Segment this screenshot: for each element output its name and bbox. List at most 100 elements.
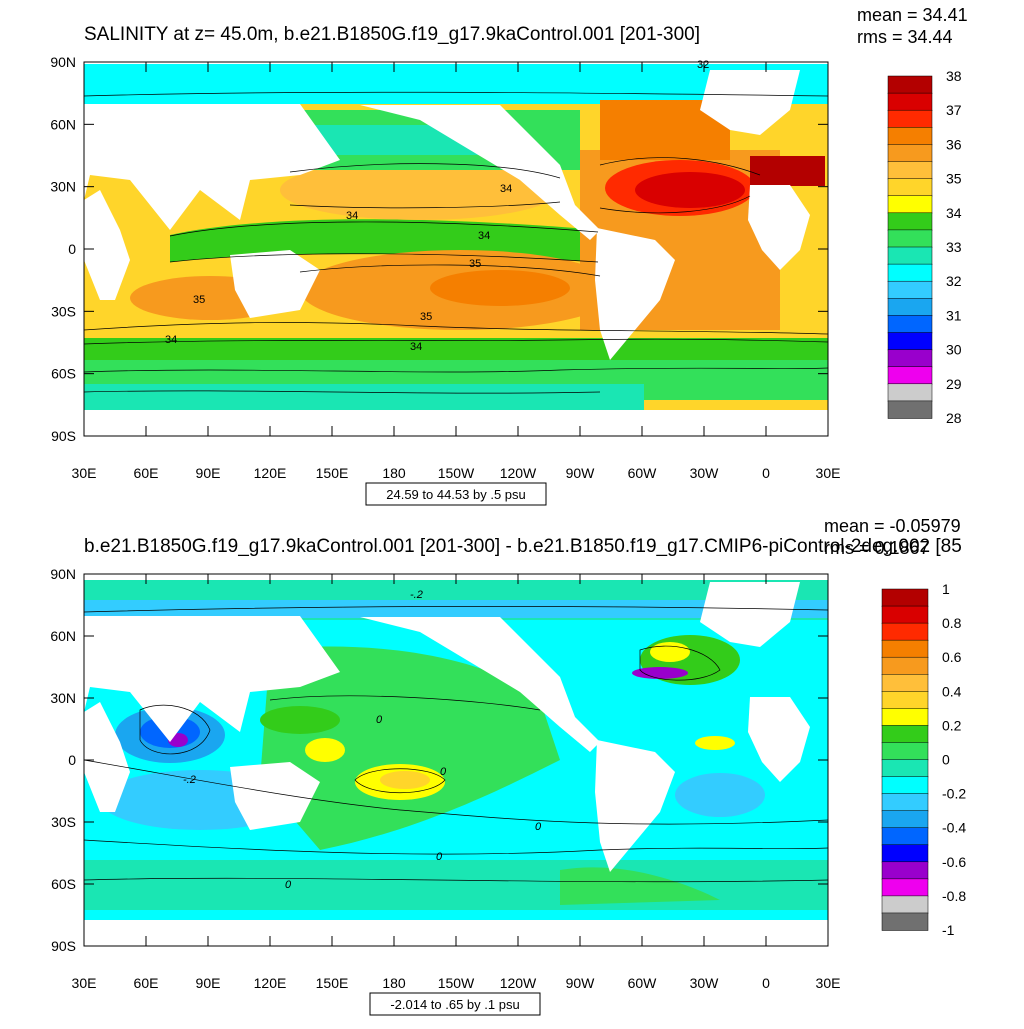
contour-label: 0 bbox=[436, 851, 443, 863]
contour-label-group: -.2 0 -.2 0 0 0 0 bbox=[183, 589, 542, 891]
contour-label: 35 bbox=[420, 311, 432, 323]
contour-label: 32 bbox=[697, 59, 709, 71]
lat-tick-label: 60S bbox=[51, 366, 76, 382]
lon-tick-label: 30E bbox=[816, 975, 841, 991]
colorbar-swatch bbox=[887, 349, 933, 368]
lat-tick-label: 60S bbox=[51, 876, 76, 892]
lon-tick-label: 60E bbox=[134, 465, 159, 481]
colorbar-label: 1 bbox=[942, 581, 950, 597]
colorbar-swatch bbox=[881, 912, 929, 931]
colorbar-swatch bbox=[887, 212, 933, 231]
contour-label: 35 bbox=[469, 258, 481, 270]
lon-tick-label: 150W bbox=[438, 465, 475, 481]
colorbar-label: 37 bbox=[946, 102, 962, 118]
contour-label: -.2 bbox=[410, 589, 423, 601]
lon-tick-label: 30W bbox=[690, 465, 720, 481]
colorbar-label: 0.4 bbox=[942, 683, 962, 699]
lon-tick-label: 30E bbox=[72, 975, 97, 991]
tick-group: 90N 60N 30N 0 30S 60S 90S 30E 60E 90E 120E 150E 180 1… bbox=[50, 54, 840, 481]
info-box bbox=[369, 992, 541, 1016]
colorbar-label: -0.2 bbox=[942, 786, 966, 802]
colorbar-swatch bbox=[887, 229, 933, 248]
lon-tick-label: 180 bbox=[382, 975, 406, 991]
lat-tick-label: 90S bbox=[51, 428, 76, 444]
tick-group: 90N 60N 30N 0 30S 60S 90S 30E 60E 90E 120E 150E 180 1… bbox=[50, 566, 840, 991]
lon-tick-label: 90E bbox=[196, 465, 221, 481]
colorbar-label: -0.6 bbox=[942, 854, 966, 870]
lon-tick-label: 90W bbox=[566, 975, 596, 991]
contour-lines bbox=[84, 606, 828, 883]
colorbar-swatch bbox=[881, 810, 929, 829]
colorbar-swatch bbox=[881, 827, 929, 846]
colorbar-swatch bbox=[887, 92, 933, 111]
lon-tick-label: 150E bbox=[316, 975, 349, 991]
info-label: 24.59 to 44.53 by .5 psu bbox=[386, 487, 526, 502]
lat-tick-label: 90N bbox=[50, 566, 76, 582]
stat-mean: mean = 34.41 bbox=[857, 5, 968, 25]
lon-tick-label: 0 bbox=[762, 465, 770, 481]
colorbar-swatch bbox=[887, 246, 933, 265]
lon-tick-label: 30E bbox=[72, 465, 97, 481]
colorbar-swatch bbox=[881, 742, 929, 761]
colorbar-swatch bbox=[881, 691, 929, 710]
colorbar-label: 35 bbox=[946, 171, 962, 187]
colorbar-label: 31 bbox=[946, 307, 962, 323]
panel-title: SALINITY at z= 45.0m, b.e21.B1850G.f19_g… bbox=[84, 24, 700, 45]
panel-title: b.e21.B1850G.f19_g17.9kaControl.001 [201… bbox=[84, 536, 962, 557]
colorbar-swatch bbox=[887, 127, 933, 146]
lon-tick-label: 0 bbox=[762, 975, 770, 991]
stat-rms: rms = 34.44 bbox=[857, 27, 953, 47]
colorbar-swatch bbox=[887, 109, 933, 129]
map-field bbox=[84, 574, 828, 946]
lon-tick-label: 30E bbox=[816, 465, 841, 481]
lon-tick-label: 60E bbox=[134, 975, 159, 991]
lat-tick-label: 30S bbox=[51, 303, 76, 319]
lon-tick-label: 120W bbox=[500, 975, 537, 991]
contour-label-group: 32 34 34 34 35 35 35 34 34 bbox=[165, 59, 709, 353]
colorbar-swatch bbox=[881, 861, 929, 880]
colorbar-label: 29 bbox=[946, 376, 962, 392]
colorbar-swatch bbox=[881, 793, 929, 812]
lon-tick-label: 120E bbox=[254, 975, 287, 991]
colorbar-swatch bbox=[887, 315, 933, 334]
info-box bbox=[365, 482, 547, 506]
lon-tick-label: 180 bbox=[382, 465, 406, 481]
colorbar-swatch bbox=[881, 708, 929, 727]
contour-label: 0 bbox=[535, 821, 542, 833]
colorbar-swatch bbox=[881, 639, 929, 658]
contour-label: 35 bbox=[193, 294, 205, 306]
lon-tick-label: 60W bbox=[628, 975, 658, 991]
contour-label: 0 bbox=[285, 879, 292, 891]
lat-tick-label: 60N bbox=[50, 116, 76, 132]
contour-label: 34 bbox=[478, 230, 490, 242]
panel-difference: b.e21.B1850G.f19_g17.9kaControl.001 [201… bbox=[50, 516, 966, 1016]
colorbar-swatch bbox=[881, 759, 929, 778]
colorbar-swatch bbox=[887, 280, 933, 300]
lon-tick-label: 90W bbox=[566, 465, 596, 481]
lat-tick-label: 30S bbox=[51, 814, 76, 830]
colorbar-swatch bbox=[887, 195, 933, 214]
lon-tick-label: 150E bbox=[316, 465, 349, 481]
colorbar-label: 30 bbox=[946, 342, 962, 358]
lat-tick-label: 30N bbox=[50, 690, 76, 706]
colorbar-swatch bbox=[881, 656, 929, 676]
colorbar-swatch bbox=[881, 844, 929, 863]
lat-tick-label: 90S bbox=[51, 938, 76, 954]
stat-rms: rms = 0.1867 bbox=[824, 538, 930, 558]
colorbar-swatch bbox=[887, 298, 933, 317]
contour-lines bbox=[84, 91, 828, 394]
colorbar-label: -0.4 bbox=[942, 820, 966, 836]
colorbar-swatch bbox=[881, 605, 929, 624]
colorbar-swatch bbox=[887, 366, 933, 385]
lon-tick-label: 150W bbox=[438, 975, 475, 991]
colorbar-swatch bbox=[887, 161, 933, 180]
contour-label: 34 bbox=[165, 334, 177, 346]
info-label: -2.014 to .65 by .1 psu bbox=[390, 997, 519, 1012]
colorbar-swatch bbox=[887, 75, 933, 94]
colorbar-label: 0.6 bbox=[942, 649, 962, 665]
colorbar-label: -0.8 bbox=[942, 888, 966, 904]
lat-tick-label: 30N bbox=[50, 179, 76, 195]
lon-tick-label: 120W bbox=[500, 465, 537, 481]
